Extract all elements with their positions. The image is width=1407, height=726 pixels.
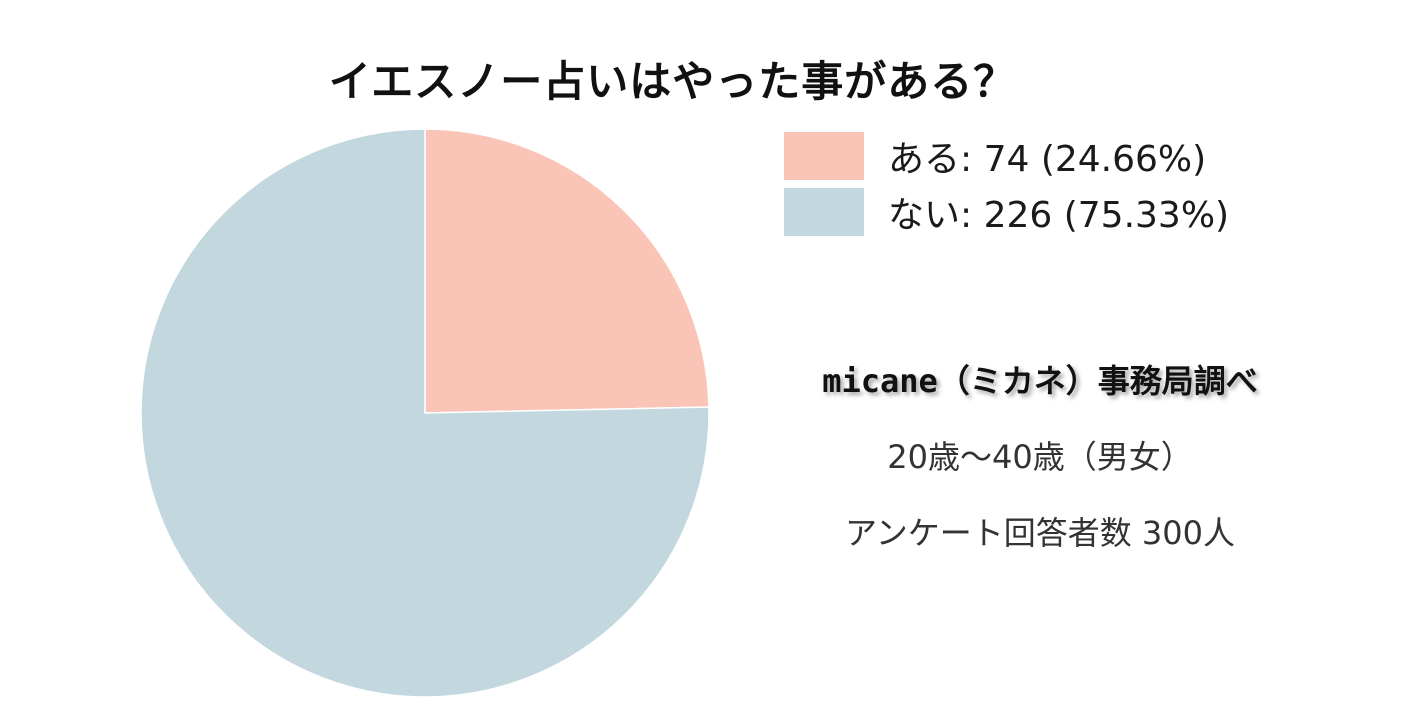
respondent-count-note: アンケート回答者数 300人	[845, 514, 1235, 552]
age-range-note: 20歳～40歳（男女）	[887, 438, 1193, 476]
pie-slice-nai	[140, 128, 710, 698]
legend-label-nai: ない: 226 (75.33%)	[888, 195, 1230, 236]
legend-item-nai: ない: 226 (75.33%)	[784, 184, 1344, 240]
pie-slice-aru	[424, 128, 710, 414]
pie-chart-svg	[140, 128, 710, 698]
legend-item-aru: ある: 74 (24.66%)	[784, 128, 1344, 184]
legend-swatch-nai	[784, 188, 864, 236]
legend-label-aru: ある: 74 (24.66%)	[888, 139, 1207, 180]
pie-chart	[130, 118, 720, 708]
source-note: micane（ミカネ）事務局調べ	[822, 362, 1258, 400]
legend: ある: 74 (24.66%) ない: 226 (75.33%)	[784, 128, 1344, 240]
chart-title: イエスノー占いはやった事がある？	[328, 57, 1017, 106]
legend-swatch-aru	[784, 132, 864, 180]
